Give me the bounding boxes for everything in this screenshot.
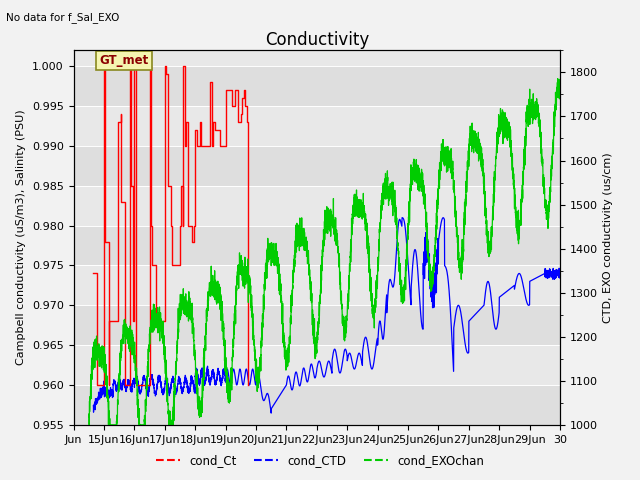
Text: No data for f_Sal_EXO: No data for f_Sal_EXO: [6, 12, 120, 23]
cond_CTD: [393, 240, 401, 245]
Bar: [74, 385, 560, 425]
Legend: cond_Ct, cond_CTD, cond_EXOchan: cond_Ct, cond_CTD, cond_EXOchan: [152, 449, 488, 472]
cond_CTD: [268, 410, 275, 416]
cond_CTD: [369, 363, 377, 369]
cond_EXOchan: [554, 76, 561, 82]
Bar: [74, 26, 560, 66]
cond_Ct: [100, 63, 108, 69]
cond_CTD: [438, 217, 445, 223]
cond_Ct: [91, 271, 99, 276]
cond_CTD: [556, 269, 564, 275]
cond_EXOchan: [283, 352, 291, 358]
Line: cond_EXOchan: cond_EXOchan: [89, 79, 560, 425]
cond_EXOchan: [85, 422, 93, 428]
Line: cond_Ct: cond_Ct: [93, 66, 248, 385]
cond_Ct: [93, 382, 101, 388]
cond_Ct: [244, 382, 252, 388]
cond_CTD: [90, 403, 97, 408]
cond_Ct: [92, 271, 99, 276]
cond_Ct: [90, 271, 97, 276]
cond_Ct: [146, 382, 154, 388]
cond_Ct: [90, 271, 98, 276]
cond_Ct: [163, 72, 170, 77]
Line: cond_CTD: cond_CTD: [93, 218, 560, 413]
cond_EXOchan: [556, 83, 564, 89]
Bar: [74, 305, 560, 345]
cond_CTD: [474, 310, 481, 315]
Bar: [74, 226, 560, 265]
Title: Conductivity: Conductivity: [265, 31, 369, 49]
cond_EXOchan: [428, 268, 435, 274]
Text: GT_met: GT_met: [99, 54, 148, 67]
Y-axis label: CTD, EXO conductivity (us/cm): CTD, EXO conductivity (us/cm): [604, 152, 613, 323]
Y-axis label: Campbell conductivity (uS/m3), Salinity (PSU): Campbell conductivity (uS/m3), Salinity …: [17, 110, 26, 365]
cond_CTD: [268, 405, 276, 411]
cond_EXOchan: [85, 412, 93, 418]
cond_EXOchan: [309, 322, 317, 328]
cond_CTD: [398, 215, 406, 221]
cond_EXOchan: [518, 192, 526, 198]
Bar: [74, 345, 560, 385]
cond_EXOchan: [542, 198, 550, 204]
Bar: [74, 106, 560, 146]
Bar: [74, 186, 560, 226]
Bar: [74, 66, 560, 106]
Bar: [74, 146, 560, 186]
cond_EXOchan: [287, 313, 294, 319]
cond_CTD: [174, 378, 182, 384]
cond_Ct: [93, 271, 100, 276]
Bar: [74, 265, 560, 305]
